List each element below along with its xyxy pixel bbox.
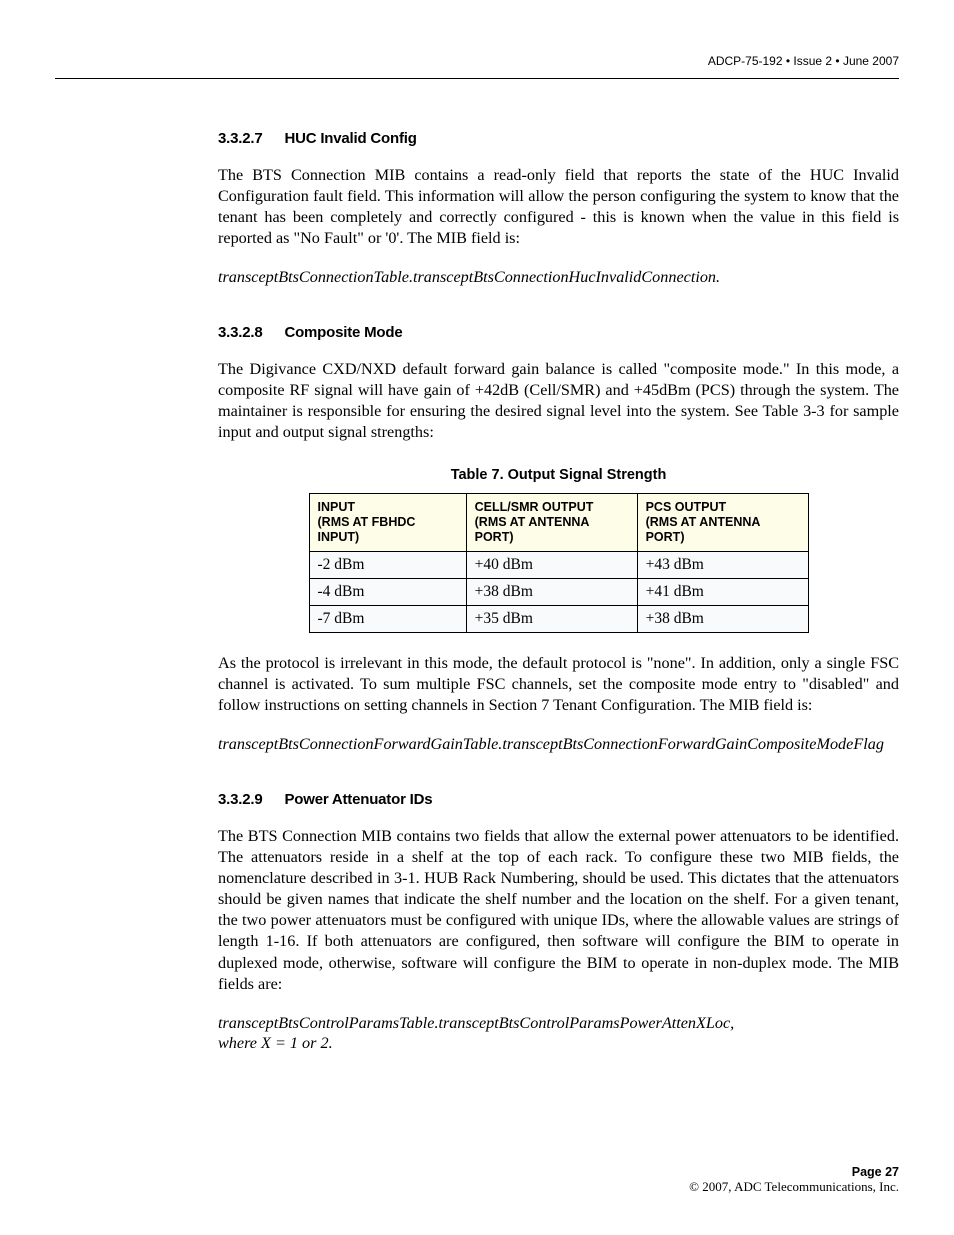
output-signal-table: INPUT (RMS AT FBHDC INPUT) CELL/SMR OUTP… <box>309 493 809 633</box>
th-line1: PCS OUTPUT <box>646 500 727 514</box>
section-heading-huc: 3.3.2.7 HUC Invalid Config <box>218 130 899 147</box>
cell-input: -2 dBm <box>309 552 466 579</box>
section-number: 3.3.2.9 <box>218 791 262 808</box>
section-heading-power-atten: 3.3.2.9 Power Attenuator IDs <box>218 791 899 808</box>
mib-field: transceptBtsConnectionTable.transceptBts… <box>218 267 899 288</box>
section-heading-composite: 3.3.2.8 Composite Mode <box>218 324 899 341</box>
mib-line-2: where X = 1 or 2. <box>218 1034 333 1052</box>
table-header-pcs: PCS OUTPUT (RMS AT ANTENNA PORT) <box>637 494 808 552</box>
cell-cellsmr: +40 dBm <box>466 552 637 579</box>
page-content: 3.3.2.7 HUC Invalid Config The BTS Conne… <box>218 130 899 1054</box>
section-number: 3.3.2.7 <box>218 130 262 147</box>
section-title: HUC Invalid Config <box>284 130 416 147</box>
table-row: -7 dBm +35 dBm +38 dBm <box>309 606 808 633</box>
cell-input: -7 dBm <box>309 606 466 633</box>
section-title: Composite Mode <box>284 324 402 341</box>
table-header-row: INPUT (RMS AT FBHDC INPUT) CELL/SMR OUTP… <box>309 494 808 552</box>
cell-cellsmr: +38 dBm <box>466 579 637 606</box>
th-line1: CELL/SMR OUTPUT <box>475 500 594 514</box>
copyright: © 2007, ADC Telecommunications, Inc. <box>689 1179 899 1195</box>
mib-field: transceptBtsControlParamsTable.transcept… <box>218 1013 899 1054</box>
header-rule <box>55 78 899 79</box>
body-paragraph: The BTS Connection MIB contains two fiel… <box>218 826 899 995</box>
section-title: Power Attenuator IDs <box>284 791 432 808</box>
cell-pcs: +38 dBm <box>637 606 808 633</box>
header-doc-id: ADCP-75-192 • Issue 2 • June 2007 <box>708 54 899 68</box>
cell-pcs: +43 dBm <box>637 552 808 579</box>
body-paragraph: The BTS Connection MIB contains a read-o… <box>218 165 899 249</box>
section-number: 3.3.2.8 <box>218 324 262 341</box>
th-line1: INPUT <box>318 500 356 514</box>
body-paragraph: As the protocol is irrelevant in this mo… <box>218 653 899 716</box>
table-caption: Table 7. Output Signal Strength <box>218 467 899 483</box>
page-number: Page 27 <box>689 1165 899 1179</box>
table-row: -2 dBm +40 dBm +43 dBm <box>309 552 808 579</box>
cell-input: -4 dBm <box>309 579 466 606</box>
cell-cellsmr: +35 dBm <box>466 606 637 633</box>
th-line2: (RMS AT ANTENNA PORT) <box>475 515 589 544</box>
table-row: -4 dBm +38 dBm +41 dBm <box>309 579 808 606</box>
table-header-input: INPUT (RMS AT FBHDC INPUT) <box>309 494 466 552</box>
mib-field: transceptBtsConnectionForwardGainTable.t… <box>218 734 899 755</box>
mib-line-1: transceptBtsControlParamsTable.transcept… <box>218 1014 734 1032</box>
table-header-cellsmr: CELL/SMR OUTPUT (RMS AT ANTENNA PORT) <box>466 494 637 552</box>
th-line2: (RMS AT ANTENNA PORT) <box>646 515 760 544</box>
page-footer: Page 27 © 2007, ADC Telecommunications, … <box>689 1165 899 1195</box>
th-line2: (RMS AT FBHDC INPUT) <box>318 515 416 544</box>
body-paragraph: The Digivance CXD/NXD default forward ga… <box>218 359 899 443</box>
cell-pcs: +41 dBm <box>637 579 808 606</box>
